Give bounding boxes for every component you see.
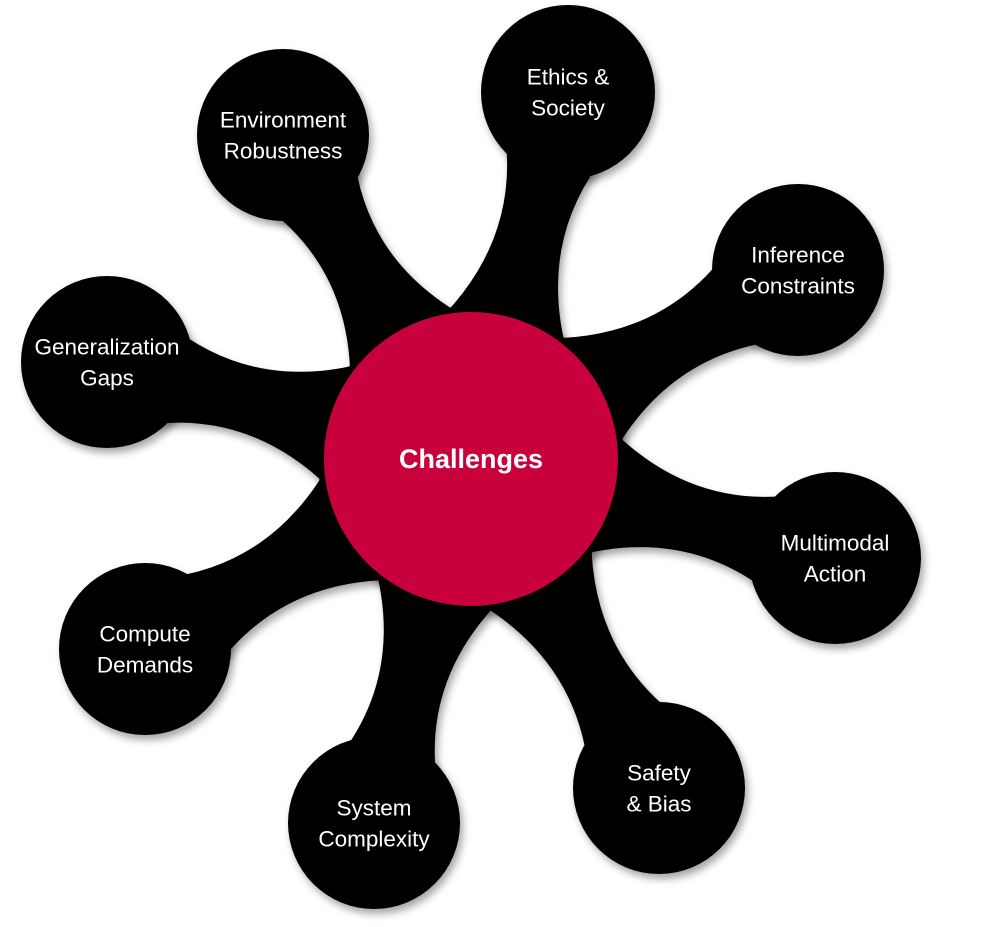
node-label-multimodal-action-line-2: Action	[804, 562, 867, 587]
node-label-inference-constraints-line-2: Constraints	[741, 274, 855, 299]
node-circle-multimodal-action	[749, 472, 921, 644]
center-label: Challenges	[399, 444, 543, 474]
node-circle-ethics-society	[481, 5, 655, 179]
node-circle-generalization-gaps	[21, 276, 193, 448]
node-label-multimodal-action-line-1: Multimodal	[781, 531, 890, 556]
node-label-inference-constraints-line-1: Inference	[751, 243, 845, 268]
node-label-ethics-society-line-2: Society	[531, 96, 606, 121]
node-generalization-gaps: Generalization Gaps	[21, 276, 193, 448]
node-circle-system-complexity	[288, 737, 460, 909]
node-environment-robustness: Environment Robustness	[197, 49, 369, 221]
nodes: Environment Robustness Ethics & Society Infe…	[21, 5, 921, 909]
connector-ethics-society	[433, 139, 599, 361]
node-circle-compute-demands	[59, 563, 231, 735]
node-safety-bias: Safety & Bias	[573, 702, 745, 874]
node-label-system-complexity-line-1: System	[336, 796, 411, 821]
node-ethics-society: Ethics & Society	[481, 5, 655, 179]
node-label-generalization-gaps-line-2: Gaps	[80, 366, 134, 391]
node-label-environment-robustness-line-1: Environment	[220, 108, 347, 133]
node-label-environment-robustness-line-2: Robustness	[224, 139, 343, 164]
node-label-ethics-society-line-1: Ethics &	[527, 65, 610, 90]
node-label-compute-demands-line-2: Demands	[97, 653, 193, 678]
node-label-compute-demands-line-1: Compute	[99, 622, 190, 647]
node-inference-constraints: Inference Constraints	[712, 184, 884, 356]
center-node: Challenges	[318, 306, 624, 612]
node-circle-environment-robustness	[197, 49, 369, 221]
node-circle-inference-constraints	[712, 184, 884, 356]
node-label-system-complexity-line-2: Complexity	[318, 827, 430, 852]
node-label-safety-bias-line-1: Safety	[627, 761, 692, 786]
node-label-safety-bias-line-2: & Bias	[626, 792, 691, 817]
node-label-generalization-gaps-line-1: Generalization	[34, 335, 179, 360]
node-multimodal-action: Multimodal Action	[749, 472, 921, 644]
node-circle-safety-bias	[573, 702, 745, 874]
node-compute-demands: Compute Demands	[59, 563, 231, 735]
node-system-complexity: System Complexity	[288, 737, 460, 909]
center-circle	[318, 306, 624, 612]
